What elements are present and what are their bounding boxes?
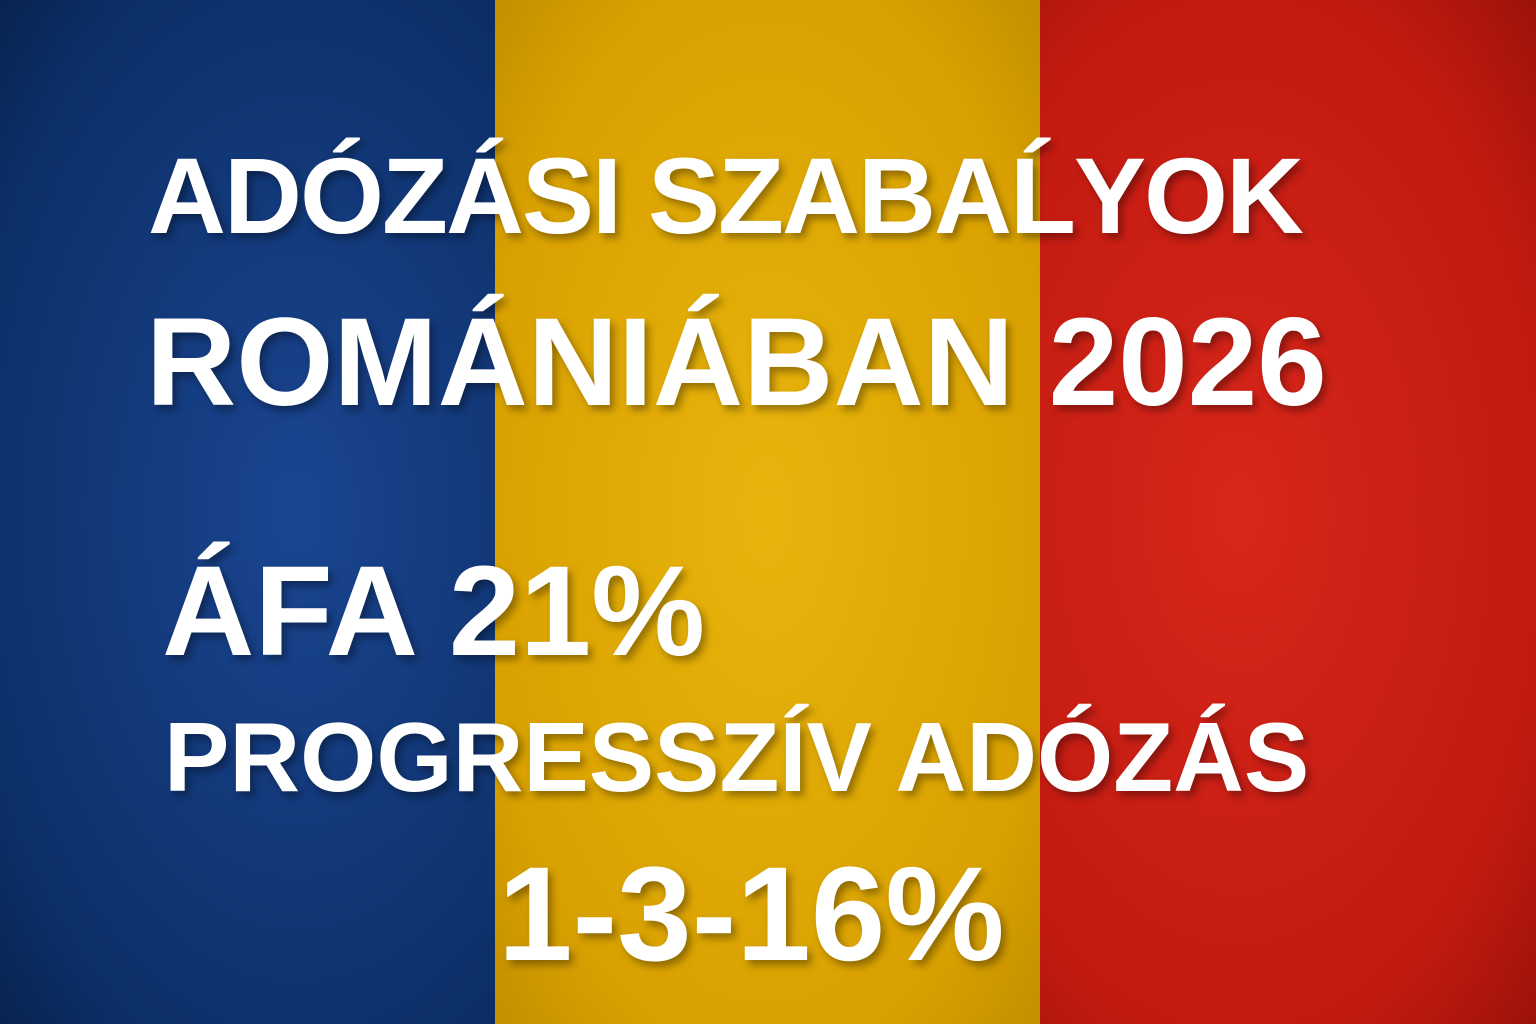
title-line-2: ROMÁNIÁBAN 2026 [146,293,1327,432]
flag-stripe-yellow [495,0,1040,1024]
vat-rate-line: ÁFA 21% [162,540,705,683]
flag-stripe-red [1040,0,1536,1024]
tax-rates-line: 1-3-16% [498,840,1005,989]
title-line-1: ADÓZÁSI SZABAĹYOK [148,135,1304,256]
flag-stripe-blue [0,0,495,1024]
progressive-tax-line: PROGRESSZÍV ADÓZÁS [164,702,1310,812]
